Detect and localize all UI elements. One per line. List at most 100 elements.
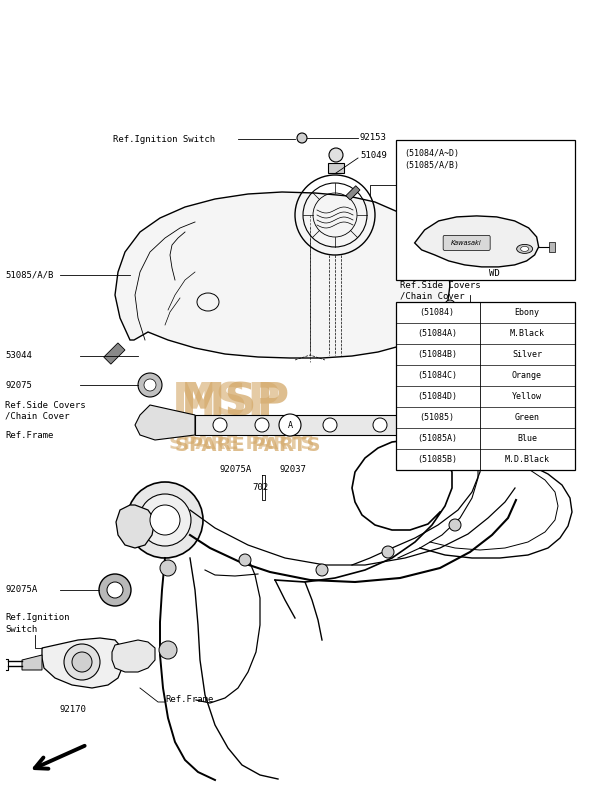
Bar xyxy=(104,343,125,364)
Circle shape xyxy=(99,574,131,606)
Text: 92075B: 92075B xyxy=(492,385,524,395)
Circle shape xyxy=(159,641,177,659)
Text: (51084C): (51084C) xyxy=(417,371,457,380)
Circle shape xyxy=(452,364,468,380)
Circle shape xyxy=(452,382,468,398)
Circle shape xyxy=(316,564,328,576)
Text: MOTORCYCLE: MOTORCYCLE xyxy=(179,417,327,436)
Circle shape xyxy=(449,519,461,531)
Text: Ref.Side Covers: Ref.Side Covers xyxy=(400,280,481,289)
Text: /Chain Cover: /Chain Cover xyxy=(400,292,465,300)
Text: Ref.Side Covers: Ref.Side Covers xyxy=(402,196,482,205)
Text: MSP: MSP xyxy=(181,382,290,425)
Circle shape xyxy=(445,300,455,310)
Text: 92075: 92075 xyxy=(5,380,32,389)
Text: 92075A: 92075A xyxy=(5,586,37,594)
Circle shape xyxy=(127,482,203,558)
Polygon shape xyxy=(112,640,155,672)
Text: (51085A): (51085A) xyxy=(417,434,457,443)
Text: M.Black: M.Black xyxy=(509,329,544,338)
Circle shape xyxy=(456,386,464,394)
Text: WD: WD xyxy=(489,269,500,278)
Bar xyxy=(346,185,360,200)
Text: MSP: MSP xyxy=(172,382,282,425)
Circle shape xyxy=(144,379,156,391)
Text: Silver: Silver xyxy=(512,350,542,359)
Text: 53044: 53044 xyxy=(5,352,32,360)
Circle shape xyxy=(72,652,92,672)
Circle shape xyxy=(452,344,468,360)
Ellipse shape xyxy=(517,244,532,253)
Text: Ref.Ignition Switch: Ref.Ignition Switch xyxy=(113,134,215,144)
Text: 51085/A/B: 51085/A/B xyxy=(5,271,54,280)
Text: 11053: 11053 xyxy=(492,348,519,356)
Text: 702: 702 xyxy=(252,483,268,492)
Text: Yellow: Yellow xyxy=(512,392,542,401)
Text: 92027: 92027 xyxy=(492,368,519,376)
Circle shape xyxy=(297,133,307,143)
Circle shape xyxy=(464,409,476,421)
Text: /Chain Cover: /Chain Cover xyxy=(402,206,466,216)
Text: (51084A): (51084A) xyxy=(417,329,457,338)
Polygon shape xyxy=(116,505,155,548)
Circle shape xyxy=(138,373,162,397)
Polygon shape xyxy=(195,415,430,435)
Text: 92075A: 92075A xyxy=(220,466,252,475)
Text: MOTORCYCLE: MOTORCYCLE xyxy=(185,418,333,437)
Text: Orange: Orange xyxy=(512,371,542,380)
Text: (51084B): (51084B) xyxy=(417,350,457,359)
Text: Ref.Frame: Ref.Frame xyxy=(5,431,54,439)
Text: 92170: 92170 xyxy=(60,706,87,714)
Text: (51085/A/B): (51085/A/B) xyxy=(404,161,459,170)
Text: Blue: Blue xyxy=(517,434,537,443)
Polygon shape xyxy=(22,655,42,670)
Bar xyxy=(548,242,555,252)
Text: Fittings: Fittings xyxy=(512,447,555,455)
Polygon shape xyxy=(115,192,450,358)
Polygon shape xyxy=(415,216,539,267)
Text: A: A xyxy=(287,420,293,430)
Circle shape xyxy=(213,418,227,432)
Text: Ref.Ignition: Ref.Ignition xyxy=(5,614,70,622)
Text: 130: 130 xyxy=(492,325,508,335)
Text: A: A xyxy=(428,415,432,424)
Circle shape xyxy=(239,554,251,566)
Text: 92153: 92153 xyxy=(360,133,387,142)
Circle shape xyxy=(64,644,100,680)
Text: Ref.Frame: Ref.Frame xyxy=(165,695,213,705)
Circle shape xyxy=(419,409,441,431)
Text: Switch: Switch xyxy=(5,626,37,634)
Text: 51049: 51049 xyxy=(360,150,387,160)
Bar xyxy=(328,163,344,173)
Circle shape xyxy=(456,368,464,376)
Text: (51085): (51085) xyxy=(419,413,455,422)
Circle shape xyxy=(255,418,269,432)
Text: /Chain Cover: /Chain Cover xyxy=(5,411,70,420)
Bar xyxy=(396,140,575,280)
Text: (51085B): (51085B) xyxy=(417,455,457,464)
Circle shape xyxy=(150,505,180,535)
Text: SPARE PARTS: SPARE PARTS xyxy=(174,436,320,455)
Bar xyxy=(396,302,575,470)
Circle shape xyxy=(382,546,394,558)
Text: SPARE PARTS: SPARE PARTS xyxy=(168,434,315,453)
Circle shape xyxy=(160,560,176,576)
Polygon shape xyxy=(430,405,505,465)
Circle shape xyxy=(323,418,337,432)
Text: Ebony: Ebony xyxy=(514,308,540,317)
Circle shape xyxy=(139,494,191,546)
Text: (51084): (51084) xyxy=(419,308,455,317)
Text: M.D.Black: M.D.Black xyxy=(504,455,550,464)
Text: Kawasaki: Kawasaki xyxy=(451,240,482,246)
Polygon shape xyxy=(135,405,195,440)
Circle shape xyxy=(373,418,387,432)
Text: Ref.Side Covers: Ref.Side Covers xyxy=(5,400,85,410)
Text: (51084/A~D): (51084/A~D) xyxy=(404,149,459,158)
Text: 92037: 92037 xyxy=(280,466,307,475)
Circle shape xyxy=(279,414,301,436)
Circle shape xyxy=(329,148,343,162)
Text: Green: Green xyxy=(514,413,540,422)
Text: (51084D): (51084D) xyxy=(417,392,457,401)
Circle shape xyxy=(107,582,123,598)
Text: Ref.Frame: Ref.Frame xyxy=(512,435,560,444)
